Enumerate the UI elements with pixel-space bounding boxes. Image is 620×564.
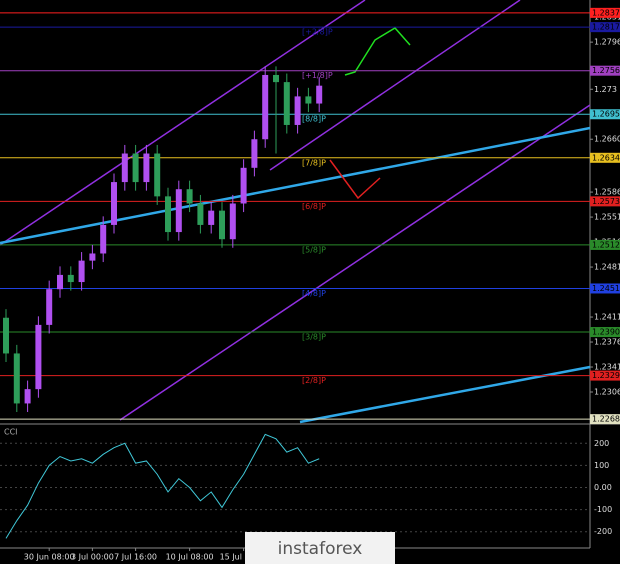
level-price-label: 1.2390 bbox=[592, 328, 620, 337]
candle-body bbox=[100, 224, 107, 254]
candle-body bbox=[229, 203, 236, 240]
level-name: [+1/8]P bbox=[302, 71, 333, 80]
candle-body bbox=[175, 189, 182, 233]
candle-body bbox=[305, 96, 312, 104]
candle-body bbox=[283, 82, 290, 125]
y-tick-label: 1.2341 bbox=[594, 363, 620, 372]
level-price-box bbox=[590, 414, 620, 425]
cci-tick-label: 0.00 bbox=[594, 483, 612, 492]
level-price-box bbox=[590, 327, 620, 338]
forecast-arrow bbox=[329, 159, 381, 200]
candle-body bbox=[154, 153, 161, 197]
level-price-box bbox=[590, 22, 620, 33]
watermark-box bbox=[245, 532, 395, 564]
candle-body bbox=[143, 153, 150, 183]
candle-body bbox=[46, 289, 53, 325]
level-name: [2/8]P bbox=[302, 376, 326, 385]
level-price-box bbox=[590, 65, 620, 76]
level-price-label: 1.2634 bbox=[592, 153, 620, 162]
trend-lines bbox=[0, 0, 591, 424]
cci-tick-label: -200 bbox=[594, 527, 612, 536]
y-tick-label: 1.2586 bbox=[594, 188, 620, 197]
cci-tick-label: 100 bbox=[594, 461, 609, 470]
y-tick-label: 1.273 bbox=[594, 85, 617, 94]
candle-body bbox=[111, 182, 117, 225]
level-price-box bbox=[590, 7, 620, 18]
level-price-label: 1.2756 bbox=[592, 66, 620, 75]
candle-body bbox=[165, 196, 171, 233]
level-name: [7/8]P bbox=[302, 158, 326, 167]
level-price-box bbox=[590, 370, 620, 381]
candle-body bbox=[208, 210, 215, 225]
candle-body bbox=[240, 167, 247, 204]
level-name: [8/8]P bbox=[302, 115, 326, 124]
level-price-box bbox=[590, 283, 620, 294]
channel-line bbox=[0, 0, 366, 246]
level-price-label: 1.2512 bbox=[592, 240, 620, 249]
cci-name: CCI bbox=[4, 428, 18, 437]
watermark-text: instaforex bbox=[278, 539, 363, 559]
y-tick-label: 1.2796 bbox=[594, 38, 620, 47]
candle-body bbox=[121, 153, 128, 183]
level-name: [4/8]P bbox=[302, 289, 326, 298]
watermark: instaforex bbox=[245, 532, 395, 564]
candle-body bbox=[132, 153, 139, 183]
candle-body bbox=[316, 85, 323, 104]
candle-body bbox=[262, 74, 269, 140]
x-tick-label: 10 Jul 08:00 bbox=[166, 553, 214, 562]
x-tick-label: 30 Jun 08:00 bbox=[24, 553, 75, 562]
y-tick-label: 1.2481 bbox=[594, 263, 620, 272]
level-price-label: 1.2268 bbox=[592, 415, 620, 424]
level-price-box bbox=[590, 109, 620, 120]
y-tick-label: 1.2411 bbox=[594, 313, 620, 322]
level-price-box bbox=[590, 239, 620, 250]
x-tick-label: 7 Jul 16:00 bbox=[114, 553, 157, 562]
candle-body bbox=[251, 139, 258, 168]
level-price-box bbox=[590, 152, 620, 163]
x-tick-label: 3 Jul 00:00 bbox=[71, 553, 114, 562]
channel-line bbox=[269, 0, 521, 171]
candle-body bbox=[294, 96, 301, 125]
y-tick-label: 1.2551 bbox=[594, 213, 620, 222]
y-tick-label: 1.2306 bbox=[594, 388, 620, 397]
level-name: [6/8]P bbox=[302, 202, 326, 211]
candle-body bbox=[67, 274, 74, 283]
trend-line bbox=[0, 126, 591, 245]
level-price-label: 1.2451 bbox=[592, 284, 620, 293]
level-name: [+2/8]P bbox=[302, 28, 333, 37]
level-price-label: 1.2837 bbox=[592, 8, 620, 17]
candle-body bbox=[3, 317, 9, 354]
level-name: [3/8]P bbox=[302, 333, 326, 342]
cci-tick-label: -100 bbox=[594, 505, 612, 514]
candle-body bbox=[219, 210, 225, 240]
level-price-label: 1.2695 bbox=[592, 110, 620, 119]
candle-body bbox=[13, 353, 20, 404]
y-tick-label: 1.2376 bbox=[594, 338, 620, 347]
cci-tick-label: 200 bbox=[594, 439, 609, 448]
candle-body bbox=[35, 324, 42, 390]
level-price-label: 1.2573 bbox=[592, 197, 620, 206]
y-tick-label: 1.2660 bbox=[594, 135, 620, 144]
level-price-label: 1.2329 bbox=[592, 371, 620, 380]
candle-body bbox=[78, 260, 85, 283]
candle-body bbox=[89, 253, 96, 261]
x-tick-label: 15 Jul 00:00 bbox=[220, 553, 268, 562]
candle-body bbox=[197, 203, 204, 225]
candle-body bbox=[186, 189, 193, 204]
candle-body bbox=[273, 74, 279, 83]
level-name: [5/8]P bbox=[302, 245, 326, 254]
trend-line bbox=[299, 365, 591, 424]
candle-body bbox=[57, 274, 63, 290]
candle-body bbox=[24, 389, 31, 404]
forecast-arrow bbox=[344, 27, 411, 76]
level-price-label: 1.2817 bbox=[592, 23, 620, 32]
level-price-box bbox=[590, 196, 620, 207]
cci-line bbox=[5, 433, 320, 539]
